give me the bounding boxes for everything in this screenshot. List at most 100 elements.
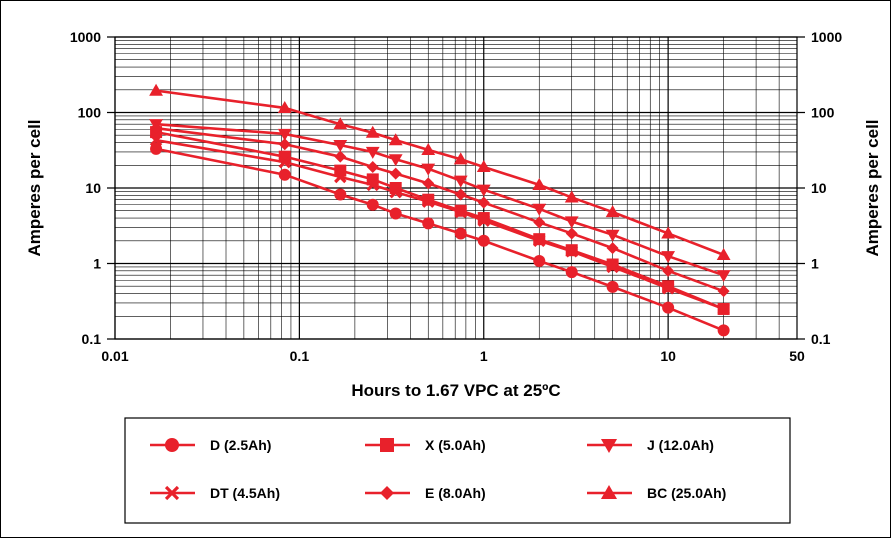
data-point — [717, 285, 730, 298]
legend-label: DT (4.5Ah) — [210, 485, 280, 501]
data-point — [477, 214, 490, 227]
legend-entries: D (2.5Ah) X (5.0Ah) J (12.0Ah) DT (4.5Ah) E … — [150, 437, 726, 501]
data-point — [149, 133, 163, 147]
data-point — [422, 177, 435, 190]
x-tick-label: 50 — [789, 348, 805, 364]
data-point — [389, 207, 402, 220]
legend-entry: D (2.5Ah) — [150, 437, 271, 453]
x-tick-label: 0.01 — [101, 348, 128, 364]
data-point — [605, 205, 620, 218]
y-axis-title-left: Amperes per cell — [25, 119, 44, 256]
data-point — [366, 198, 379, 211]
data-point — [277, 101, 292, 114]
data-point — [389, 185, 402, 199]
legend-label: BC (25.0Ah) — [647, 485, 726, 501]
data-point — [661, 251, 676, 264]
data-point — [717, 302, 730, 316]
data-point — [422, 217, 435, 230]
y-tick-label-left: 1000 — [70, 29, 101, 45]
legend-marker — [164, 485, 180, 501]
data-point — [389, 167, 402, 180]
data-point — [454, 227, 467, 240]
series-2 — [149, 119, 731, 283]
series-line — [155, 130, 725, 311]
data-point — [606, 280, 619, 293]
y-tick-label-left: 100 — [78, 105, 102, 121]
data-point — [333, 117, 348, 130]
legend-label: X (5.0Ah) — [425, 437, 486, 453]
data-point — [533, 234, 546, 248]
data-point — [278, 168, 291, 181]
data-point — [564, 216, 579, 229]
series-3 — [149, 133, 730, 316]
y-tick-label-left: 10 — [85, 180, 101, 196]
y-axis-title-right: Amperes per cell — [863, 119, 882, 256]
data-point — [605, 229, 620, 242]
data-point — [334, 150, 347, 163]
data-point — [334, 170, 347, 184]
series-4 — [150, 122, 730, 298]
data-point — [476, 184, 491, 197]
legend — [124, 417, 791, 524]
legend-marker — [380, 486, 394, 500]
data-point — [533, 216, 546, 229]
data-point — [453, 175, 468, 188]
data-point — [421, 142, 436, 155]
x-axis-title: Hours to 1.67 VPC at 25ºC — [351, 381, 560, 400]
data-point — [454, 205, 467, 219]
series-0 — [150, 142, 730, 337]
x-tick-label: 0.1 — [290, 348, 310, 364]
data-point — [422, 195, 435, 208]
data-point — [606, 242, 619, 255]
data-point — [150, 122, 163, 135]
data-point — [278, 155, 291, 169]
y-tick-label-left: 0.1 — [82, 331, 102, 347]
y-tick-label-right: 100 — [811, 105, 835, 121]
data-point — [388, 133, 403, 146]
legend-entry: BC (25.0Ah) — [587, 484, 726, 501]
data-point — [533, 254, 546, 267]
legend-entry: X (5.0Ah) — [365, 437, 486, 453]
data-point — [366, 178, 379, 192]
legend-marker — [600, 439, 618, 454]
data-point — [532, 177, 547, 190]
data-point — [365, 125, 380, 138]
data-point — [333, 140, 348, 153]
data-point — [606, 260, 619, 274]
y-tick-label-right: 1 — [811, 256, 819, 272]
data-point — [661, 226, 676, 239]
legend-label: E (8.0Ah) — [425, 485, 486, 501]
y-tick-label-right: 0.1 — [811, 331, 831, 347]
data-point — [454, 188, 467, 201]
data-point — [661, 282, 675, 295]
x-tick-label: 1 — [480, 348, 488, 364]
data-point — [565, 266, 578, 279]
legend-label: J (12.0Ah) — [647, 437, 714, 453]
data-point — [477, 234, 490, 247]
data-point — [334, 188, 347, 201]
y-tick-label-right: 10 — [811, 180, 827, 196]
legend-marker — [380, 438, 394, 452]
data-point — [149, 83, 163, 96]
data-point — [366, 160, 379, 173]
data-point — [717, 324, 730, 337]
x-tick-label: 10 — [660, 348, 676, 364]
data-point — [388, 154, 403, 167]
data-point — [150, 142, 163, 155]
series-5 — [149, 83, 731, 260]
legend-entry: J (12.0Ah) — [587, 437, 714, 454]
legend-marker — [165, 438, 179, 452]
data-point — [662, 264, 675, 277]
plot-area — [114, 36, 798, 340]
y-tick-label-left: 1 — [93, 256, 101, 272]
data-point — [278, 138, 291, 151]
y-tick-label-right: 1000 — [811, 29, 842, 45]
series-layer — [149, 83, 731, 337]
data-point — [277, 128, 292, 141]
data-point — [476, 160, 491, 173]
data-point — [532, 203, 547, 216]
legend-entry: DT (4.5Ah) — [150, 485, 280, 501]
legend-entry: E (8.0Ah) — [365, 485, 486, 501]
